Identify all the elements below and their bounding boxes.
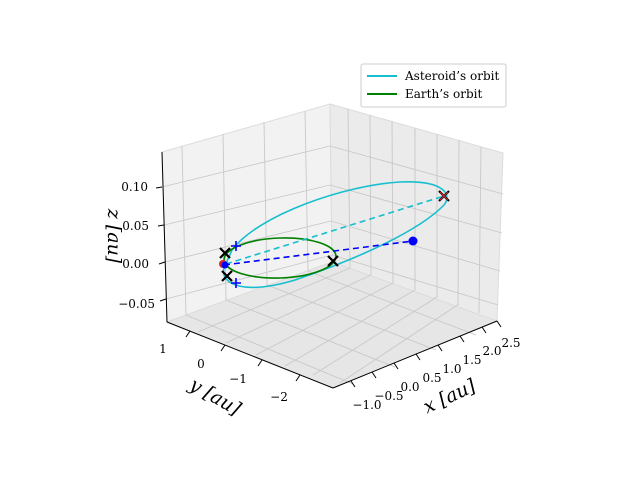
tick-mark [295,374,301,382]
z-axis-line [161,151,168,323]
plot-area [219,181,450,289]
tick-mark [159,298,167,302]
x-tick-label: 1.5 [462,353,481,367]
grid-line [304,110,309,272]
tick-mark [415,353,421,361]
grid-line [284,289,416,367]
grid-line [263,121,268,286]
grid-line [225,299,396,368]
y-tick-label: −1 [229,372,247,386]
grid-line [197,267,351,333]
z-tick-label: 0.05 [122,219,149,233]
tick-marks [155,186,502,388]
grid-line [163,184,331,226]
x-tick-label: 1.0 [442,362,461,376]
asteroid-plus-marker [231,241,241,251]
tick-mark [257,359,263,367]
x-tick-label: 2.0 [482,344,501,358]
grid-line [255,282,394,356]
legend-label-asteroid: Asteroid’s orbit [404,69,499,83]
asteroid-plus-marker [231,278,241,288]
grid-line [391,120,394,284]
grid-line [457,139,460,305]
z-axis-label: z [au] [103,208,125,264]
sun-blue-point [221,261,229,269]
y-tick-label: 1 [159,342,167,356]
grid [161,108,504,385]
tick-mark [158,261,166,265]
tick-mark [459,335,465,343]
grid-line [185,314,354,385]
x-axis-line [332,320,498,389]
grid-line [369,114,372,276]
grid-line [164,220,332,263]
tick-mark [496,320,502,328]
legend-label-earth: Earth’s orbit [405,87,482,101]
grid-line [330,220,501,272]
x-tick-label: 0.0 [400,380,419,394]
grid-line [161,145,331,188]
earth-x-marker [327,255,339,267]
z-tick-label: −0.05 [118,297,155,311]
asteroid-point [408,236,418,246]
z-tick-label: 0.00 [122,257,149,271]
x-tick-label: 0.5 [422,371,441,385]
tick-mark [157,224,165,227]
earth-orbit-line [223,237,337,279]
y-tick-label: 0 [197,357,205,371]
x-tick-label: −1.0 [352,398,381,412]
tick-mark [220,344,226,352]
earth-x-marker [219,247,231,259]
x-tick-label: −0.5 [374,389,403,403]
earth-x-marker [221,270,233,282]
grid-line [329,145,504,195]
grid-line [266,284,437,351]
asteroid-red-x-marker [439,191,449,201]
sun-asteroid-dashed-line [223,240,414,266]
asteroid-orbit-line [222,181,448,289]
tick-mark [371,371,377,379]
legend: Asteroid’s orbit Earth’s orbit [360,63,507,108]
x-tick-label: 2.5 [501,336,520,350]
tick-mark [350,380,356,388]
z-tick-label: 0.10 [121,180,148,194]
legend-box [360,63,507,108]
grid-line [478,146,482,314]
grid-line [339,303,460,384]
grid-line [312,296,438,376]
tick-mark [481,326,487,334]
grid-line [225,274,372,344]
grid-line [181,145,187,316]
grid-line [165,254,333,300]
grid-line [329,184,503,234]
tick-mark [185,330,191,338]
grid-line [222,133,227,301]
tick-mark [393,362,399,370]
axis-lines [161,151,498,389]
asteroid-dashed-line [225,195,445,265]
grid-line [347,108,351,269]
y-tick-label: −2 [270,390,288,404]
tick-mark [155,186,163,189]
tick-mark [437,344,443,352]
y-axis-line [166,321,334,389]
